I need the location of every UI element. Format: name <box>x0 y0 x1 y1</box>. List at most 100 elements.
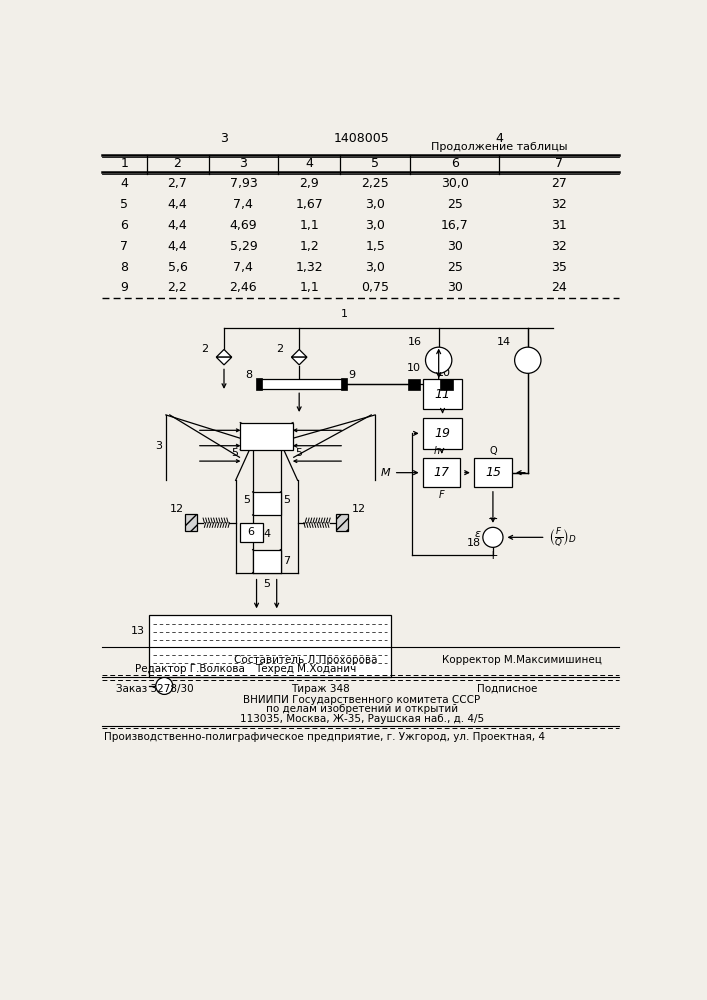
Text: 0,75: 0,75 <box>361 281 389 294</box>
Polygon shape <box>291 357 307 365</box>
Text: 18: 18 <box>467 538 481 548</box>
Text: 3,0: 3,0 <box>366 261 385 274</box>
Bar <box>240 423 293 450</box>
Polygon shape <box>291 349 307 357</box>
Circle shape <box>426 347 452 373</box>
Polygon shape <box>216 357 232 365</box>
Circle shape <box>483 527 503 547</box>
Text: −: − <box>488 513 498 526</box>
Text: 17: 17 <box>434 466 450 479</box>
Text: 10: 10 <box>407 363 421 373</box>
Text: 8: 8 <box>245 370 252 380</box>
Text: 1,67: 1,67 <box>296 198 323 211</box>
Text: 8: 8 <box>120 261 129 274</box>
Text: 2: 2 <box>173 157 182 170</box>
Text: 7,93: 7,93 <box>230 177 257 190</box>
Text: ВНИИПИ Государственного комитета СССР: ВНИИПИ Государственного комитета СССР <box>243 695 481 705</box>
Text: 2,2: 2,2 <box>168 281 187 294</box>
Text: 4: 4 <box>495 132 503 145</box>
Text: 3: 3 <box>220 132 228 145</box>
Bar <box>252 492 281 515</box>
Text: 6: 6 <box>247 527 255 537</box>
Text: 14: 14 <box>496 337 510 347</box>
Text: по делам изобретений и открытий: по делам изобретений и открытий <box>266 704 458 714</box>
Bar <box>259 379 344 389</box>
Bar <box>474 458 512 487</box>
Text: 4: 4 <box>263 529 270 539</box>
Text: 5: 5 <box>243 495 250 505</box>
Text: 7,4: 7,4 <box>233 198 253 211</box>
Text: 30: 30 <box>447 240 462 253</box>
Text: 5: 5 <box>263 579 270 589</box>
Polygon shape <box>216 349 232 357</box>
Text: 32: 32 <box>551 198 567 211</box>
Text: 9: 9 <box>348 370 355 380</box>
Text: Производственно-полиграфическое предприятие, г. Ужгород, ул. Проектная, 4: Производственно-полиграфическое предприя… <box>104 732 545 742</box>
Text: Продолжение таблицы: Продолжение таблицы <box>431 142 568 152</box>
Text: 7: 7 <box>120 240 129 253</box>
Text: 2: 2 <box>276 344 284 354</box>
Text: 12: 12 <box>170 504 184 514</box>
Text: 4: 4 <box>305 157 313 170</box>
Text: +: + <box>488 549 498 562</box>
Bar <box>149 615 391 677</box>
Text: Корректор М.Максимишинец: Корректор М.Максимишинец <box>443 655 602 665</box>
Text: 2,46: 2,46 <box>230 281 257 294</box>
Bar <box>423 379 462 409</box>
Text: 35: 35 <box>551 261 567 274</box>
Text: 3: 3 <box>240 157 247 170</box>
Text: Подписное: Подписное <box>477 684 537 694</box>
Bar <box>423 418 462 449</box>
Text: 27: 27 <box>551 177 567 190</box>
Text: 5: 5 <box>283 495 290 505</box>
Text: 19: 19 <box>435 427 450 440</box>
Text: 31: 31 <box>551 219 567 232</box>
Bar <box>440 379 452 389</box>
Text: 4,4: 4,4 <box>168 198 187 211</box>
Text: 7,4: 7,4 <box>233 261 253 274</box>
Text: 15: 15 <box>485 466 501 479</box>
Text: 1: 1 <box>120 157 129 170</box>
Text: F: F <box>439 490 445 500</box>
Text: 3: 3 <box>155 441 162 451</box>
Text: 1,1: 1,1 <box>299 219 319 232</box>
Text: 113035, Москва, Ж-35, Раушская наб., д. 4/5: 113035, Москва, Ж-35, Раушская наб., д. … <box>240 714 484 724</box>
Text: 11: 11 <box>435 388 450 401</box>
Text: Редактор Г.Волкова: Редактор Г.Волкова <box>135 664 245 674</box>
Text: 4,4: 4,4 <box>168 240 187 253</box>
Text: 30: 30 <box>447 281 462 294</box>
Text: h: h <box>434 446 440 456</box>
Text: 32: 32 <box>551 240 567 253</box>
Text: 5,29: 5,29 <box>230 240 257 253</box>
Text: Техред М.Ходанич: Техред М.Ходанич <box>255 664 356 674</box>
Text: 4,69: 4,69 <box>230 219 257 232</box>
Text: 6: 6 <box>450 157 459 170</box>
Text: 5: 5 <box>296 448 303 458</box>
Text: 2: 2 <box>201 344 209 354</box>
Text: 3,0: 3,0 <box>366 219 385 232</box>
Text: 1,1: 1,1 <box>299 281 319 294</box>
Text: Составитель Л.Прохорова: Составитель Л.Прохорова <box>233 655 377 665</box>
Circle shape <box>515 347 541 373</box>
Text: 2,9: 2,9 <box>299 177 319 190</box>
Text: 7: 7 <box>555 157 563 170</box>
Text: 24: 24 <box>551 281 567 294</box>
Text: 1,32: 1,32 <box>296 261 323 274</box>
Text: 1: 1 <box>341 309 348 319</box>
Text: 16: 16 <box>408 337 421 347</box>
Text: 2,25: 2,25 <box>361 177 389 190</box>
Text: 1408005: 1408005 <box>334 132 390 145</box>
Text: ε: ε <box>474 529 481 539</box>
Text: 2,7: 2,7 <box>168 177 187 190</box>
Text: 9: 9 <box>120 281 129 294</box>
Bar <box>423 458 460 487</box>
Text: Заказ 3278/30: Заказ 3278/30 <box>115 684 193 694</box>
Text: 13: 13 <box>131 626 145 636</box>
Text: 6: 6 <box>120 219 129 232</box>
Bar <box>240 523 263 542</box>
Text: 4,4: 4,4 <box>168 219 187 232</box>
Text: 10: 10 <box>437 368 451 378</box>
Text: 3,0: 3,0 <box>366 198 385 211</box>
Text: 5: 5 <box>231 448 238 458</box>
Text: Q: Q <box>489 446 497 456</box>
